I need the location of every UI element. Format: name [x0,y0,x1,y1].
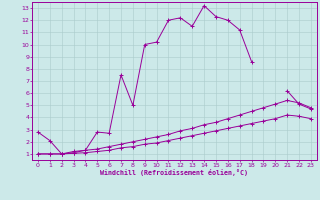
X-axis label: Windchill (Refroidissement éolien,°C): Windchill (Refroidissement éolien,°C) [100,169,248,176]
